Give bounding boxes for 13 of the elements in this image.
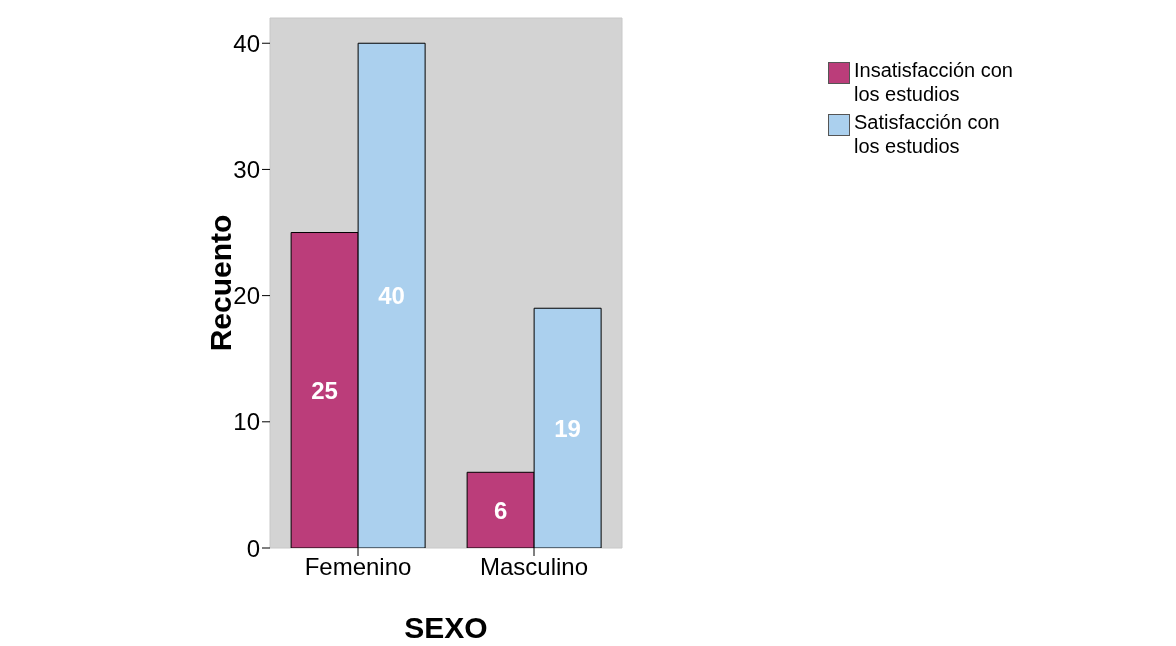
data-label: 6	[493, 496, 508, 524]
data-label: 19	[554, 414, 581, 442]
data-label: 40	[378, 282, 405, 310]
data-label: 25	[311, 376, 338, 404]
y-tick-label: 40	[233, 29, 260, 57]
legend-label: Satisfacción con los estudios	[854, 110, 1001, 158]
x-axis-title: SEXO	[404, 611, 488, 644]
y-tick-label: 30	[233, 155, 260, 183]
x-tick-label: Femenino	[304, 553, 412, 581]
legend-label: Insatisfacción con los estudios	[854, 58, 1014, 106]
x-tick-label: Masculino	[479, 553, 589, 581]
y-tick-label: 0	[246, 534, 260, 562]
y-tick-label: 10	[233, 408, 260, 436]
